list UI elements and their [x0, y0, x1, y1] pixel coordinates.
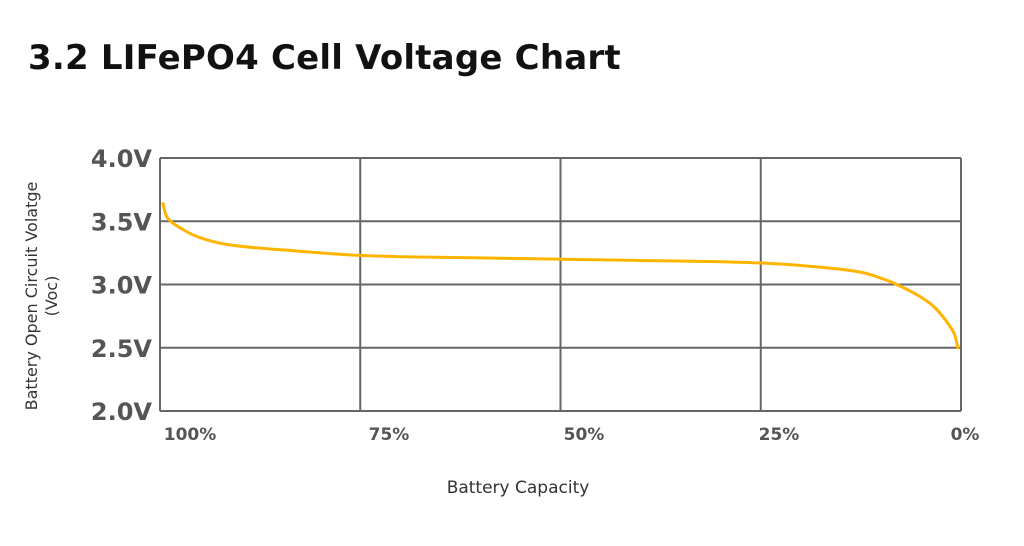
y-tick-label: 3.5V	[91, 208, 153, 236]
y-axis-ticks: 4.0V 3.5V 3.0V 2.5V 2.0V	[91, 145, 153, 426]
x-axis-ticks: 100% 75% 50% 25% 0%	[164, 425, 980, 445]
x-tick-label: 25%	[759, 425, 800, 445]
y-axis-label: Battery Open Circuit Volatge (Voc)	[22, 156, 62, 436]
voltage-curve	[161, 202, 960, 350]
x-tick-label: 100%	[164, 425, 217, 445]
y-tick-label: 2.0V	[91, 398, 153, 426]
x-tick-label: 0%	[951, 425, 980, 445]
x-axis-label: Battery Capacity	[446, 478, 590, 498]
y-tick-label: 4.0V	[91, 145, 153, 173]
chart-grid	[159, 157, 962, 412]
x-tick-label: 50%	[564, 425, 605, 445]
y-tick-label: 3.0V	[91, 272, 153, 300]
y-tick-label: 2.5V	[91, 335, 153, 363]
y-axis-label-line1: Battery Open Circuit Volatge	[22, 181, 41, 411]
x-tick-label: 75%	[369, 425, 410, 445]
y-axis-label-line2: (Voc)	[42, 275, 61, 317]
page-title: 3.2 LIFePO4 Cell Voltage Chart	[28, 38, 621, 78]
